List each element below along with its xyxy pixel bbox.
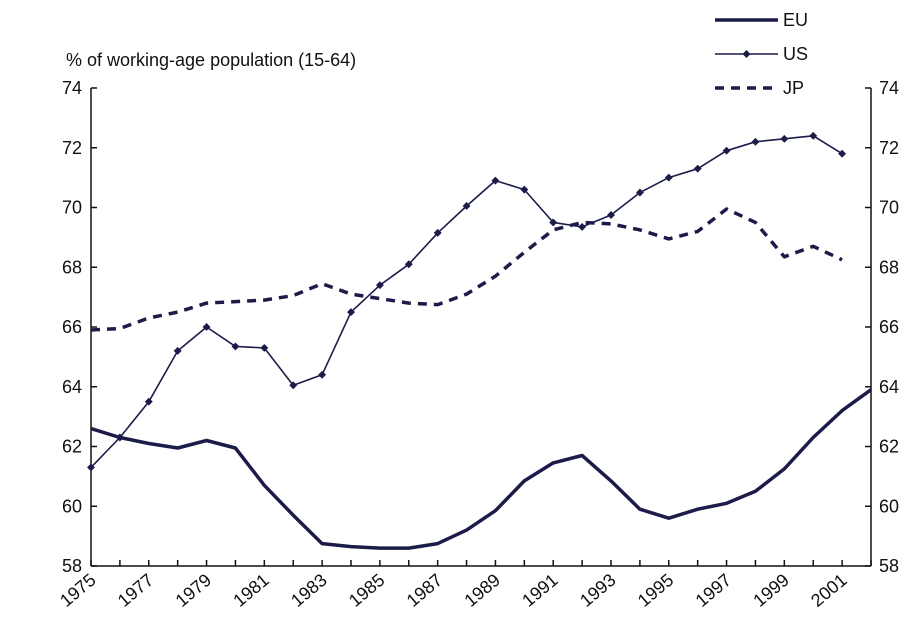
y-tick-label-right: 66 (879, 317, 899, 337)
y-tick-label-left: 72 (62, 138, 82, 158)
y-tick-label-right: 72 (879, 138, 899, 158)
point-us (231, 342, 240, 351)
point-us (144, 397, 153, 406)
y-tick-label-left: 58 (62, 556, 82, 576)
point-us (375, 281, 384, 290)
y-tick-label-right: 64 (879, 377, 899, 397)
x-tick-label: 1991 (518, 570, 562, 611)
legend: EU US JP (715, 10, 808, 98)
series-layer (87, 131, 873, 550)
y-tick-label-right: 58 (879, 556, 899, 576)
point-us (173, 346, 182, 355)
x-tick-label: 1989 (460, 570, 504, 611)
y-tick-label-left: 62 (62, 437, 82, 457)
y-tick-label-left: 66 (62, 317, 82, 337)
x-tick-label: 1977 (114, 570, 158, 611)
x-tick-label: 1983 (287, 570, 331, 611)
y-tick-label-left: 60 (62, 496, 82, 516)
x-tick-label: 1993 (576, 570, 620, 611)
legend-label-us: US (783, 44, 808, 64)
y-tick-label-right: 74 (879, 78, 899, 98)
point-us (491, 176, 500, 185)
point-us (260, 343, 269, 352)
series-line-jp (90, 207, 843, 332)
y-tick-label-left: 64 (62, 377, 82, 397)
y-tick-label-left: 70 (62, 198, 82, 218)
y-axis-unit-label: % of working-age population (15-64) (66, 50, 356, 70)
x-tick-label: 1987 (403, 570, 447, 611)
x-tick-label: 1997 (692, 570, 736, 611)
point-us (722, 146, 731, 155)
y-tick-label-right: 60 (879, 496, 899, 516)
point-us (809, 131, 818, 140)
y-tick-label-left: 68 (62, 257, 82, 277)
point-us (607, 211, 615, 219)
y-tick-label-right: 68 (879, 257, 899, 277)
x-tick-label: 1981 (229, 570, 273, 611)
point-us (578, 222, 587, 231)
point-us (838, 149, 847, 158)
point-us (751, 137, 760, 146)
series-line-us (90, 135, 843, 468)
legend-marker-us (742, 50, 751, 58)
x-tick-label: 1985 (345, 570, 389, 611)
point-us (462, 202, 471, 210)
y-tick-label-left: 74 (62, 78, 82, 98)
y-tick-label-right: 62 (879, 437, 899, 457)
point-us (318, 370, 327, 379)
legend-label-eu: EU (783, 10, 808, 30)
x-tick-label: 1979 (172, 570, 216, 611)
x-tick-label: 1999 (749, 570, 793, 611)
point-us (780, 134, 789, 143)
point-us (693, 164, 702, 173)
legend-label-jp: JP (783, 78, 804, 98)
y-tick-label-right: 70 (879, 198, 899, 218)
point-us (433, 228, 442, 237)
point-us (202, 323, 211, 331)
x-tick-label: 1995 (634, 570, 678, 611)
series-line-eu (90, 388, 873, 550)
point-us (115, 433, 124, 442)
point-us (635, 188, 644, 197)
point-us (347, 308, 355, 317)
point-us (289, 381, 298, 390)
x-tick-label: 2001 (807, 570, 851, 611)
point-us (664, 173, 673, 182)
